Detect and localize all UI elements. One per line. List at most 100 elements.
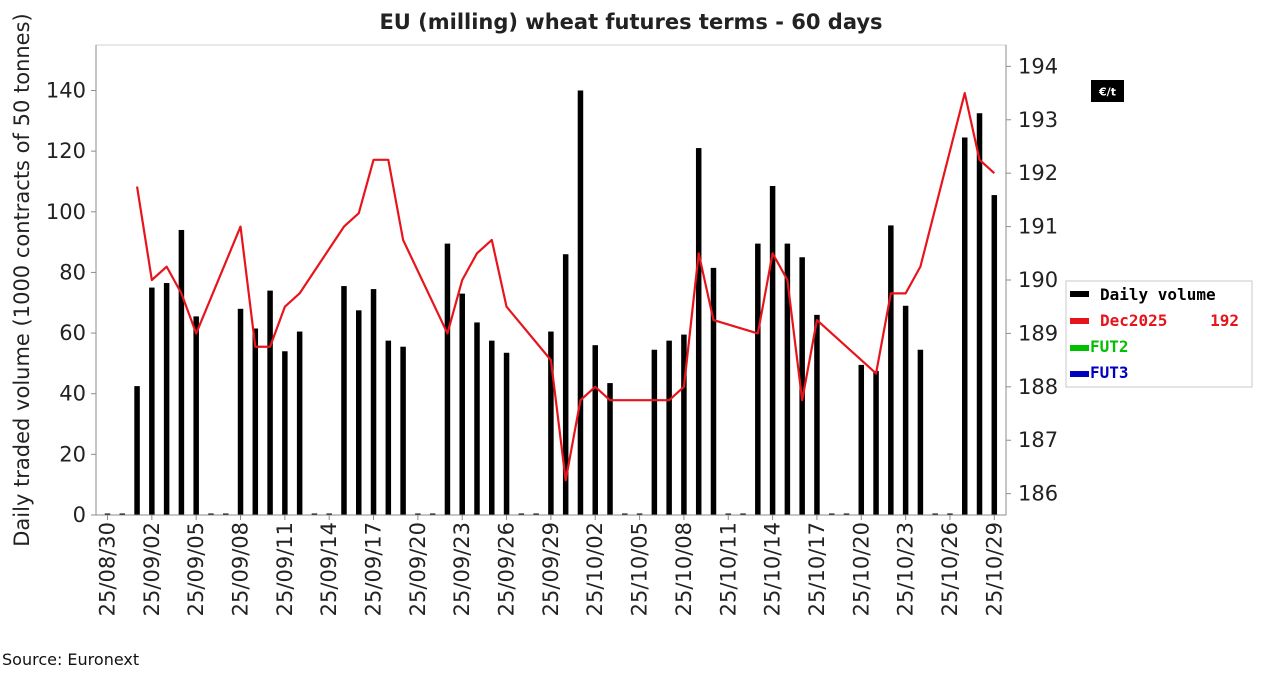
x-tick-label: 25/10/11: [716, 522, 740, 616]
legend-swatch-fut3: [1070, 371, 1089, 377]
x-tick-label: 25/10/26: [938, 522, 962, 616]
volume-bar: [961, 137, 968, 515]
left-tick-label: 120: [46, 139, 86, 163]
volume-bar-zero: [208, 513, 214, 515]
x-tick-label: 25/10/08: [672, 522, 696, 616]
volume-bar: [873, 370, 879, 515]
volume-bar: [474, 322, 480, 515]
volume-bar: [562, 254, 569, 515]
legend-label-fut3: FUT3: [1090, 363, 1129, 382]
legend-label-volume: Daily volume: [1100, 285, 1216, 304]
unit-badge-text: €/t: [1098, 86, 1116, 99]
volume-bar-zero: [622, 513, 628, 515]
volume-bar: [769, 186, 776, 515]
volume-bar-zero: [725, 513, 732, 515]
volume-bar-zero: [828, 513, 835, 515]
volume-bar-zero: [222, 513, 229, 515]
volume-bar-zero: [843, 513, 850, 515]
volume-bar: [976, 113, 983, 516]
dec2025-price-line: [135, 91, 996, 482]
volume-bar: [267, 290, 273, 515]
volume-bar-zero: [518, 513, 525, 515]
volume-bar: [917, 349, 924, 515]
right-tick-label: 189: [1018, 321, 1058, 345]
volume-bar: [991, 195, 998, 515]
x-tick-label: 25/09/20: [406, 522, 430, 616]
volume-bar: [503, 352, 510, 515]
volume-bar: [489, 340, 495, 515]
x-tick-label: 25/10/14: [761, 522, 785, 616]
volume-bar: [681, 334, 687, 515]
volume-bar-zero: [429, 513, 436, 515]
x-tick-label: 25/10/02: [583, 522, 607, 616]
x-tick-label: 25/08/30: [96, 522, 120, 616]
left-tick-label: 0: [73, 503, 86, 527]
volume-bar: [400, 346, 406, 515]
unit-badge: €/t: [1091, 80, 1124, 102]
legend-swatch-volume: [1070, 291, 1089, 297]
x-tick-label: 25/09/02: [140, 522, 164, 616]
x-tick-label: 25/10/17: [805, 522, 829, 616]
volume-bar: [134, 386, 140, 515]
volume-bar: [814, 314, 820, 515]
x-tick-label: 25/09/26: [495, 522, 519, 616]
x-tick-label: 25/09/23: [450, 522, 474, 616]
left-tick-label: 20: [59, 442, 86, 466]
right-tick-label: 190: [1018, 268, 1058, 292]
volume-bar: [548, 331, 554, 515]
volume-bar-zero: [311, 513, 318, 515]
volume-bars: [104, 90, 998, 516]
volume-bar: [282, 351, 288, 515]
x-tick-label: 25/10/29: [982, 522, 1006, 616]
volume-bar: [341, 286, 347, 515]
legend-value-dec2025: 192: [1210, 311, 1239, 330]
volume-bar: [252, 328, 259, 515]
chart-title: EU (milling) wheat futures terms - 60 da…: [379, 10, 882, 34]
volume-bar: [149, 287, 155, 515]
x-axis-ticks: 25/08/30 25/09/02 25/09/05 25/09/08 25/09/11…: [96, 515, 1006, 616]
legend-swatch-fut2: [1070, 345, 1089, 351]
x-tick-label: 25/09/11: [273, 522, 297, 616]
left-tick-label: 140: [46, 78, 86, 102]
volume-bar: [607, 383, 613, 515]
left-tick-label: 40: [59, 382, 86, 406]
volume-bar: [163, 283, 170, 515]
x-tick-label: 25/10/23: [894, 522, 918, 616]
volume-bar-zero: [104, 513, 111, 515]
volume-bar: [799, 257, 805, 515]
volume-bar: [666, 340, 672, 515]
volume-bar-zero: [415, 513, 421, 515]
volume-bar: [858, 364, 865, 515]
x-tick-label: 25/09/05: [184, 522, 208, 616]
volume-bar: [577, 90, 584, 515]
volume-bar-zero: [636, 513, 643, 515]
x-tick-label: 25/10/20: [849, 522, 873, 616]
x-tick-label: 25/09/08: [229, 522, 253, 616]
right-tick-label: 191: [1018, 215, 1058, 239]
volume-bar: [296, 331, 303, 515]
y-axis-label: Daily traded volume (1000 contracts of 5…: [10, 13, 34, 547]
volume-bar-zero: [326, 513, 332, 515]
volume-bar: [784, 243, 791, 515]
volume-bar-zero: [947, 513, 953, 515]
legend: Daily volume Dec2025 192 FUT2 FUT3: [1065, 280, 1253, 388]
volume-bar: [888, 225, 894, 515]
volume-bar: [356, 310, 362, 515]
right-tick-label: 187: [1018, 428, 1058, 452]
volume-bar: [178, 229, 185, 515]
dec2025-line-group: [135, 91, 996, 482]
x-tick-label: 25/09/29: [539, 522, 563, 616]
right-axis-ticks: 186 187 188 189 190 191 192 193 194: [1006, 54, 1058, 506]
legend-label-dec2025: Dec2025: [1100, 311, 1167, 330]
volume-bar-zero: [119, 513, 126, 515]
volume-bar: [237, 308, 244, 515]
volume-bar: [370, 289, 377, 515]
right-tick-label: 186: [1018, 482, 1058, 506]
source-note: Source: Euronext: [2, 650, 140, 669]
legend-box: [1065, 280, 1253, 388]
x-tick-label: 25/09/17: [362, 522, 386, 616]
volume-bar-zero: [932, 513, 938, 515]
legend-swatch-dec2025: [1070, 318, 1089, 324]
volume-bar: [755, 243, 761, 515]
